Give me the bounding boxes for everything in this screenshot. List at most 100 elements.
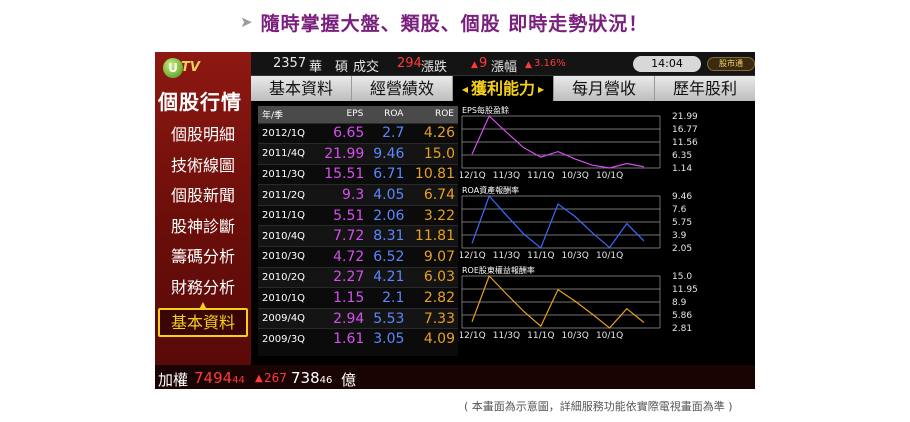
- table-row: 2012/1Q 6.65 2.7 4.26: [258, 122, 458, 144]
- index-ticker: 加權 749444 ▲ 267 73846 億: [155, 365, 755, 389]
- tab-profitability[interactable]: ◀ 獲利能力 ▶: [453, 76, 554, 101]
- cell-eps: 9.3: [316, 184, 368, 206]
- eps-y-tick-label: 16.77: [672, 125, 698, 135]
- roe-y-tick-label: 15.0: [672, 272, 692, 282]
- footnote: ( 本畫面為示意圖，詳細服務功能依實際電視畫面為準 ): [464, 400, 733, 413]
- header-eps: EPS: [316, 106, 368, 123]
- utv-logo: U TV: [163, 58, 223, 78]
- cell-eps: 5.51: [316, 204, 368, 226]
- stock-name: 華 碩: [309, 60, 349, 75]
- cell-roe: 6.74: [407, 184, 458, 206]
- table-row: 2011/2Q 9.3 4.05 6.74: [258, 184, 458, 206]
- headline: ➤ 隨時掌握大盤、類股、個股 即時走勢狀況！: [240, 8, 648, 36]
- roa-x-tick-label: 12/1Q: [460, 251, 486, 261]
- cell-period: 2011/3Q: [258, 163, 317, 185]
- tab-dividends[interactable]: 歷年股利: [655, 76, 755, 101]
- sidebar-item-details[interactable]: 個股明細: [170, 125, 235, 144]
- cell-eps: 6.65: [316, 122, 368, 144]
- sidebar: U TV 個股行情 個股明細 技術線圖 個股新聞 股神診斷 籌碼分析 財務分析 …: [155, 52, 251, 365]
- profitability-table: 年/季 EPS ROA ROE 2012/1Q 6.65 2.7 4.26 2011/4…: [258, 106, 458, 356]
- table-row: 2009/3Q 1.61 3.05 4.09: [258, 328, 458, 350]
- eps-x-tick-label: 12/1Q: [460, 171, 486, 181]
- tab-basic-info[interactable]: 基本資料: [251, 76, 352, 101]
- tab-monthly-revenue[interactable]: 每月營收: [554, 76, 655, 101]
- eps-y-tick-label: 21.99: [672, 112, 698, 122]
- index-value: 749444: [194, 369, 245, 387]
- tab-profitability-label: 獲利能力: [470, 79, 535, 98]
- cell-eps: 21.99: [316, 143, 368, 165]
- chevron-left-icon[interactable]: ◀: [461, 85, 468, 94]
- roa-x-tick-label: 11/1Q: [527, 251, 554, 261]
- table-row: 2011/4Q 21.99 9.46 15.0: [258, 143, 458, 165]
- cell-eps: 15.51: [316, 163, 368, 185]
- cell-roa: 2.1: [367, 287, 408, 309]
- index-up-icon: ▲: [255, 373, 263, 384]
- cell-roe: 4.26: [407, 122, 458, 144]
- cell-roa: 3.05: [367, 328, 408, 350]
- cell-period: 2011/4Q: [258, 143, 317, 165]
- header-period: 年/季: [258, 106, 317, 123]
- roe-y-tick-label: 8.9: [672, 298, 687, 308]
- cell-period: 2011/1Q: [258, 204, 317, 226]
- sidebar-item-financial-analysis[interactable]: 財務分析: [170, 277, 235, 297]
- cell-roe: 11.81: [407, 225, 458, 247]
- table-row: 2011/1Q 5.51 2.06 3.22: [258, 204, 458, 226]
- sidebar-item-technical-chart[interactable]: 技術線圖: [170, 155, 235, 175]
- roe-series-line: [471, 274, 645, 329]
- cell-roa: 5.53: [367, 307, 408, 329]
- roe-x-tick-label: 10/3Q: [562, 331, 589, 341]
- chevron-right-icon[interactable]: ▶: [538, 85, 545, 94]
- sidebar-title: 個股行情: [158, 90, 242, 114]
- roa-y-tick-label: 5.75: [672, 218, 692, 228]
- cell-period: 2010/4Q: [258, 225, 317, 247]
- table-row: 2009/4Q 2.94 5.53 7.33: [258, 307, 458, 329]
- roa-y-tick-label: 3.9: [672, 231, 687, 241]
- cell-period: 2009/4Q: [258, 307, 317, 329]
- cell-roe: 2.82: [407, 287, 458, 309]
- cell-roa: 4.05: [367, 184, 408, 206]
- cell-roe: 10.81: [407, 163, 458, 185]
- roe-x-tick-label: 11/3Q: [493, 331, 520, 341]
- eps-y-tick-label: 6.35: [672, 151, 692, 161]
- sidebar-item-news[interactable]: 個股新聞: [170, 186, 235, 205]
- sidebar-item-chips-analysis[interactable]: 籌碼分析: [170, 247, 235, 266]
- sidebar-item-basic-info[interactable]: 基本資料: [158, 308, 248, 337]
- sidebar-item-diagnosis[interactable]: 股神診斷: [170, 216, 235, 236]
- profitability-charts: EPS每股盈餘 21.99 16.77 11.56 6.35 1.14 12/1Q 11/3Q…: [458, 105, 698, 341]
- index-dec: 44: [232, 375, 245, 386]
- table-header: 年/季 EPS ROA ROE: [258, 106, 458, 123]
- quote-bar: 2357 華 碩 成交 294 漲跌 ▲ 9 漲幅 ▲ 3.16% 14:04 …: [251, 52, 755, 76]
- stock-code: 2357: [273, 56, 307, 71]
- change-label: 漲跌: [421, 60, 448, 75]
- cell-period: 2011/2Q: [258, 184, 317, 206]
- index-label: 加權: [158, 371, 189, 389]
- cell-eps: 1.15: [316, 287, 368, 309]
- roe-x-tick-label: 11/1Q: [527, 331, 554, 341]
- cell-period: 2012/1Q: [258, 122, 317, 144]
- eps-y-tick-label: 1.14: [672, 164, 692, 174]
- tab-bar: 基本資料 經營績效 ◀ 獲利能力 ▶ 每月營收 歷年股利: [251, 76, 755, 101]
- eps-y-tick-label: 11.56: [672, 138, 698, 148]
- roa-series-line: [471, 194, 645, 249]
- roe-chart-title: ROE股東權益報酬率: [462, 265, 535, 275]
- table-row: 2010/4Q 7.72 8.31 11.81: [258, 225, 458, 247]
- cell-eps: 7.72: [316, 225, 368, 247]
- turnover-unit: 億: [341, 371, 357, 389]
- tv-screen: U TV 個股行情 個股明細 技術線圖 個股新聞 股神診斷 籌碼分析 財務分析 …: [155, 52, 755, 389]
- change-up-icon: ▲: [471, 60, 478, 70]
- roa-y-tick-label: 2.05: [672, 244, 692, 254]
- logo-u: U: [163, 58, 183, 78]
- eps-series-line: [471, 114, 645, 169]
- brand-badge: 股市通: [707, 57, 755, 71]
- cell-roa: 4.21: [367, 266, 408, 288]
- header-roa: ROA: [367, 106, 408, 123]
- turnover-dec: 46: [319, 375, 333, 386]
- volume-value: 294: [397, 56, 422, 71]
- logo-tv: TV: [181, 60, 200, 75]
- charts-panel: EPS每股盈餘 21.99 16.77 11.56 6.35 1.14 12/1Q 11/3Q…: [458, 105, 755, 356]
- roa-y-tick-label: 9.46: [672, 192, 692, 202]
- roa-x-tick-label: 10/3Q: [562, 251, 589, 261]
- tab-performance[interactable]: 經營績效: [352, 76, 453, 101]
- header-roe: ROE: [407, 106, 458, 123]
- table-row: 2010/2Q 2.27 4.21 6.03: [258, 266, 458, 288]
